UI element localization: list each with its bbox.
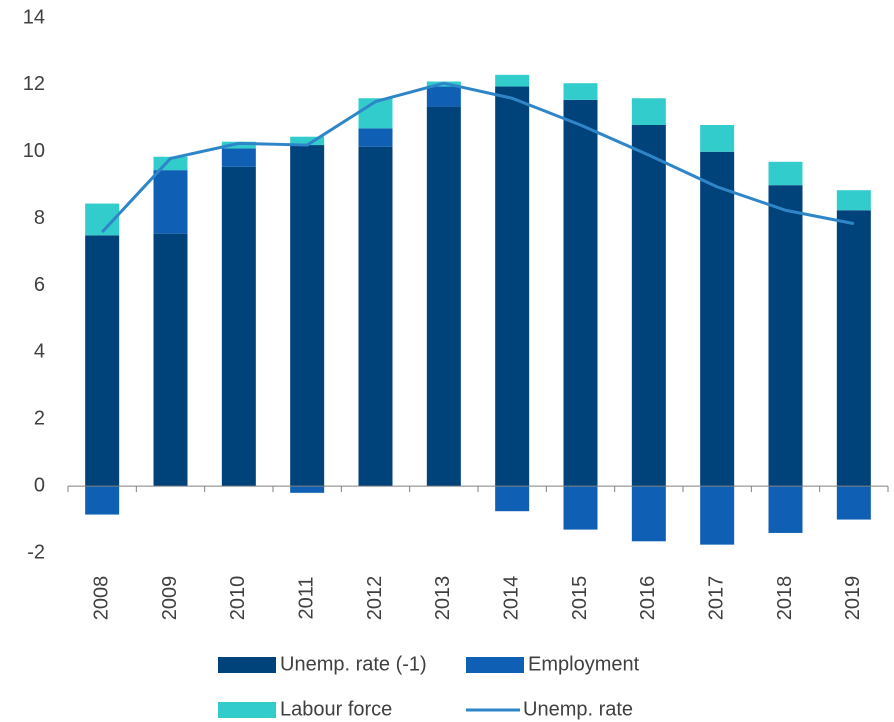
x-tick-label: 2017 bbox=[705, 576, 727, 621]
bar bbox=[700, 486, 735, 545]
y-tick-label: 12 bbox=[23, 73, 45, 95]
bar bbox=[221, 148, 256, 167]
bar bbox=[290, 136, 325, 146]
x-tick-label: 2018 bbox=[774, 576, 796, 621]
x-tick-label: 2019 bbox=[842, 576, 864, 621]
bar bbox=[358, 146, 393, 487]
bar bbox=[495, 486, 530, 512]
legend-label: Employment bbox=[528, 653, 640, 675]
x-tick-label: 2016 bbox=[637, 576, 659, 621]
bar bbox=[495, 74, 530, 87]
bar bbox=[426, 86, 461, 107]
x-tick-label: 2014 bbox=[500, 576, 522, 621]
bar bbox=[426, 106, 461, 487]
x-tick-label: 2010 bbox=[227, 576, 249, 621]
bar bbox=[836, 190, 871, 211]
x-tick-label: 2013 bbox=[432, 576, 454, 621]
bar bbox=[290, 145, 325, 487]
bar bbox=[221, 141, 256, 149]
bar bbox=[563, 83, 598, 100]
legend-label: Unemp. rate bbox=[523, 698, 633, 720]
bar bbox=[495, 86, 530, 487]
x-tick-label: 2011 bbox=[295, 576, 317, 619]
y-tick-label: -2 bbox=[27, 541, 45, 563]
x-tick-label: 2012 bbox=[364, 576, 386, 621]
bar bbox=[836, 210, 871, 487]
bar bbox=[221, 166, 256, 487]
bar bbox=[768, 185, 803, 487]
x-tick-label: 2015 bbox=[569, 576, 591, 621]
x-tick-label: 2008 bbox=[90, 576, 112, 621]
y-tick-label: 14 bbox=[23, 6, 45, 28]
y-tick-label: 0 bbox=[34, 474, 45, 496]
bar bbox=[563, 99, 598, 487]
legend-swatch bbox=[218, 657, 276, 673]
bar bbox=[563, 486, 598, 530]
x-tick-label: 2009 bbox=[159, 576, 181, 621]
legend-label: Labour force bbox=[280, 698, 392, 720]
bar bbox=[768, 486, 803, 533]
y-tick-label: 2 bbox=[34, 408, 45, 430]
bar bbox=[631, 125, 666, 487]
bar bbox=[768, 161, 803, 186]
y-tick-label: 4 bbox=[34, 341, 45, 363]
bar bbox=[358, 128, 393, 147]
bar bbox=[153, 233, 188, 487]
legend-swatch bbox=[218, 702, 276, 718]
legend-swatch bbox=[466, 657, 524, 673]
bar bbox=[631, 486, 666, 542]
y-tick-label: 8 bbox=[34, 207, 45, 229]
bar bbox=[85, 235, 120, 487]
bar bbox=[700, 151, 735, 487]
y-tick-label: 10 bbox=[23, 140, 45, 162]
bar bbox=[290, 486, 325, 493]
y-tick-label: 6 bbox=[34, 274, 45, 296]
bar bbox=[700, 125, 735, 152]
bar bbox=[85, 486, 120, 515]
bar bbox=[631, 98, 666, 125]
line bbox=[101, 81, 855, 234]
bar bbox=[836, 486, 871, 520]
bar bbox=[153, 170, 188, 234]
legend-label: Unemp. rate (-1) bbox=[280, 653, 427, 675]
